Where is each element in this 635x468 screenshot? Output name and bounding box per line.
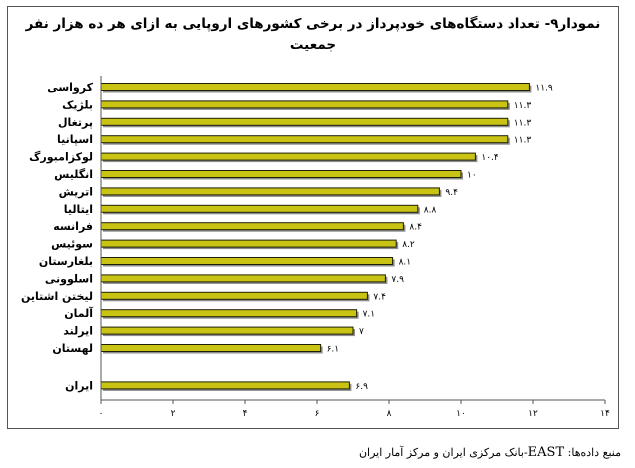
- bar: [100, 187, 440, 196]
- category-label: لهستان: [52, 342, 93, 355]
- value-label: ۸.۱: [399, 258, 412, 268]
- category-label: اسپانیا: [57, 133, 93, 146]
- value-label: ۸.۲: [402, 240, 415, 250]
- source-rest: -بانک مرکزی ایران و مرکز آمار ایران: [358, 446, 528, 459]
- x-tick-label: ۲: [171, 409, 176, 419]
- category-label: اتریش: [59, 185, 93, 198]
- bar: [100, 381, 350, 390]
- bar: [100, 204, 419, 213]
- value-label: ۷: [359, 327, 364, 337]
- category-label: اسلوونی: [45, 272, 93, 285]
- source-latin: EAST: [527, 445, 565, 460]
- value-label: ۷.۹: [391, 275, 404, 285]
- bar: [100, 222, 404, 231]
- bar: [100, 291, 368, 300]
- x-tick-label: ۸: [387, 409, 392, 419]
- category-label: ایرلند: [63, 325, 93, 338]
- value-label: ۱۱.۳: [514, 136, 532, 146]
- value-label: ۸.۸: [424, 205, 437, 215]
- value-label: ۹.۴: [445, 188, 458, 198]
- chart-frame: [7, 6, 619, 429]
- bar: [100, 135, 509, 144]
- source-prefix: منبع داده‌ها:: [564, 446, 621, 459]
- value-label: ۱۱.۳: [514, 101, 532, 111]
- bar: [100, 326, 354, 335]
- value-label: ۱۰.۴: [481, 153, 499, 163]
- x-tick-label: ۱۰: [456, 409, 466, 419]
- value-label: ۸.۴: [409, 223, 422, 233]
- category-label: انگلیس: [54, 168, 93, 181]
- category-label: بلژیک: [62, 98, 93, 111]
- value-label: ۷.۴: [373, 292, 386, 302]
- value-label: ۱۱.۳: [514, 118, 532, 128]
- bar: [100, 117, 509, 126]
- category-label: پرتغال: [58, 116, 93, 129]
- value-label: ۷.۱: [363, 310, 376, 320]
- bar: [100, 257, 394, 265]
- bar: [100, 274, 386, 283]
- bar: [100, 344, 322, 352]
- category-label: کرواسی: [47, 81, 93, 94]
- category-label: فرانسه: [53, 220, 93, 233]
- category-label: لیختن اشتاین: [21, 290, 93, 303]
- value-label: ۱۰: [467, 171, 477, 181]
- bar: [100, 239, 397, 248]
- x-tick-label: ۰: [99, 409, 104, 419]
- bar: [100, 170, 462, 178]
- category-label: آلمان: [64, 306, 93, 320]
- source-note: منبع داده‌ها: EAST-بانک مرکزی ایران و مر…: [359, 445, 621, 460]
- bar: [100, 83, 530, 91]
- bar: [100, 100, 509, 109]
- category-label: ایران: [65, 379, 93, 392]
- x-tick-label: ۱۲: [528, 409, 538, 419]
- bar: [100, 152, 476, 161]
- x-tick-label: ۶: [315, 409, 320, 419]
- bar-chart: کرواسی ۱۱.۹ بلژیک ۱۱.۳ پرتغال ۱۱.۳ اسپانیا ۱۱.۳…: [21, 76, 610, 419]
- chart-title: نمودار۹- تعداد دستگاه‌های خودپرداز در بر…: [25, 16, 601, 53]
- value-label: ۱۱.۹: [535, 84, 553, 94]
- category-label: ایتالیا: [64, 203, 93, 216]
- category-label: سوئیس: [51, 238, 93, 251]
- bar: [100, 309, 358, 318]
- category-label: بلغارستان: [39, 255, 93, 268]
- x-tick-label: ۱۴: [600, 409, 610, 419]
- value-label: ۶.۹: [355, 382, 368, 392]
- x-tick-label: ۴: [243, 409, 248, 419]
- value-label: ۶.۱: [327, 345, 340, 355]
- category-label: لوکزامبورگ: [29, 150, 93, 164]
